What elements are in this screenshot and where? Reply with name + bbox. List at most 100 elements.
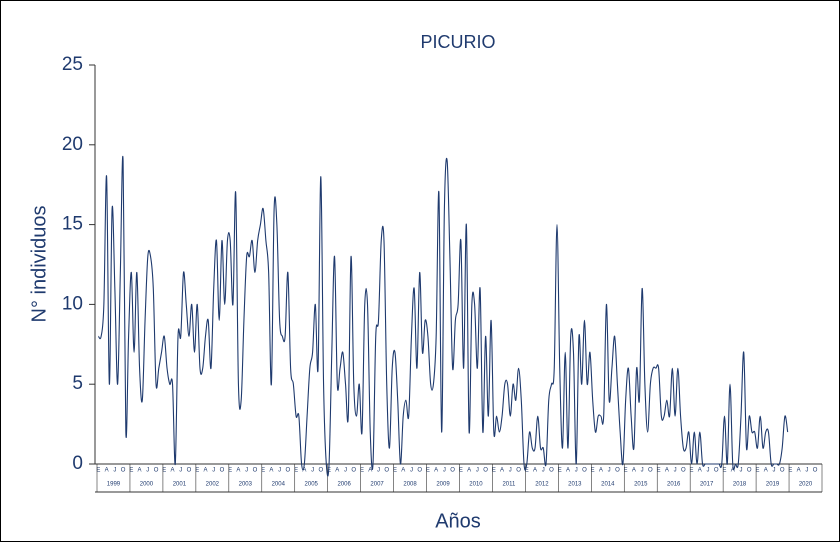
x-tick-label: O xyxy=(549,468,554,474)
x-tick-label: A xyxy=(566,468,570,474)
x-tick-label: E xyxy=(657,468,661,474)
x-tick-label: E xyxy=(723,468,727,474)
y-tick-label: 20 xyxy=(62,134,83,155)
x-tick-label: O xyxy=(648,468,653,474)
x-tick-label: A xyxy=(731,468,735,474)
year-label: 2007 xyxy=(370,482,384,488)
x-tick-label: J xyxy=(212,468,215,474)
x-tick-label: O xyxy=(516,468,521,474)
x-tick-label: J xyxy=(674,468,677,474)
year-label: 2012 xyxy=(535,482,549,488)
x-tick-label: A xyxy=(764,468,768,474)
x-tick-label: E xyxy=(393,468,397,474)
x-tick-label: O xyxy=(450,468,455,474)
x-tick-label: A xyxy=(138,468,142,474)
year-label: 2014 xyxy=(601,482,615,488)
y-axis-label: N° individuos xyxy=(28,206,50,323)
x-tick-label: E xyxy=(96,468,100,474)
y-tick-label: 0 xyxy=(72,453,83,474)
x-tick-label: A xyxy=(269,468,273,474)
x-tick-label: O xyxy=(154,468,159,474)
x-tick-label: J xyxy=(410,468,413,474)
x-tick-label: J xyxy=(641,468,644,474)
y-tick-label: 5 xyxy=(72,373,83,394)
year-label: 2016 xyxy=(667,482,681,488)
x-tick-label: O xyxy=(714,468,719,474)
x-tick-label: J xyxy=(707,468,710,474)
year-label: 2020 xyxy=(799,482,813,488)
y-tick-label: 10 xyxy=(62,293,83,314)
x-tick-label: O xyxy=(780,468,785,474)
x-tick-label: O xyxy=(384,468,389,474)
x-tick-label: J xyxy=(245,468,248,474)
year-label: 2019 xyxy=(766,482,780,488)
x-tick-label: O xyxy=(813,468,818,474)
x-tick-label: O xyxy=(253,468,258,474)
x-tick-label: O xyxy=(121,468,126,474)
x-tick-label: J xyxy=(772,468,775,474)
x-tick-label: O xyxy=(747,468,752,474)
year-label: 2001 xyxy=(173,482,187,488)
x-tick-label: O xyxy=(681,468,686,474)
x-tick-label: A xyxy=(335,468,339,474)
x-tick-label: J xyxy=(311,468,314,474)
x-tick-label: O xyxy=(318,468,323,474)
x-tick-label: E xyxy=(228,468,232,474)
x-tick-label: J xyxy=(443,468,446,474)
x-tick-label: A xyxy=(665,468,669,474)
x-tick-label: E xyxy=(788,468,792,474)
x-tick-label: E xyxy=(129,468,133,474)
x-tick-label: A xyxy=(467,468,471,474)
x-tick-label: J xyxy=(542,468,545,474)
x-tick-label: J xyxy=(146,468,149,474)
year-label: 1999 xyxy=(107,482,121,488)
x-tick-label: J xyxy=(805,468,808,474)
year-label: 2015 xyxy=(634,482,648,488)
x-tick-label: A xyxy=(797,468,801,474)
x-tick-label: A xyxy=(302,468,306,474)
x-tick-label: E xyxy=(591,468,595,474)
x-tick-label: J xyxy=(278,468,281,474)
x-tick-label: E xyxy=(492,468,496,474)
x-tick-label: A xyxy=(632,468,636,474)
y-tick-label: 25 xyxy=(62,54,83,75)
year-label: 2004 xyxy=(272,482,286,488)
year-label: 2009 xyxy=(436,482,450,488)
year-label: 2017 xyxy=(700,482,714,488)
year-label: 2013 xyxy=(568,482,582,488)
x-tick-label: O xyxy=(615,468,620,474)
x-tick-label: A xyxy=(401,468,405,474)
x-tick-label: A xyxy=(368,468,372,474)
line-series xyxy=(97,156,789,477)
x-tick-label: A xyxy=(698,468,702,474)
x-tick-label: J xyxy=(179,468,182,474)
x-tick-label: E xyxy=(261,468,265,474)
x-tick-label: A xyxy=(500,468,504,474)
x-tick-label: A xyxy=(171,468,175,474)
x-tick-label: E xyxy=(755,468,759,474)
x-tick-label: O xyxy=(417,468,422,474)
year-label: 2018 xyxy=(733,482,747,488)
year-label: 2006 xyxy=(337,482,351,488)
x-tick-label: E xyxy=(162,468,166,474)
x-tick-label: J xyxy=(377,468,380,474)
year-label: 2005 xyxy=(305,482,319,488)
year-label: 2002 xyxy=(206,482,220,488)
x-tick-label: J xyxy=(575,468,578,474)
x-tick-label: E xyxy=(459,468,463,474)
x-tick-label: J xyxy=(608,468,611,474)
x-tick-label: E xyxy=(558,468,562,474)
x-tick-label: E xyxy=(360,468,364,474)
year-label: 2003 xyxy=(239,482,253,488)
year-label: 2008 xyxy=(403,482,417,488)
x-tick-label: E xyxy=(294,468,298,474)
x-tick-label: A xyxy=(533,468,537,474)
chart-title: PICURIO xyxy=(420,32,495,52)
x-tick-label: J xyxy=(739,468,742,474)
x-tick-label: E xyxy=(195,468,199,474)
x-tick-label: J xyxy=(476,468,479,474)
year-label: 2000 xyxy=(140,482,154,488)
